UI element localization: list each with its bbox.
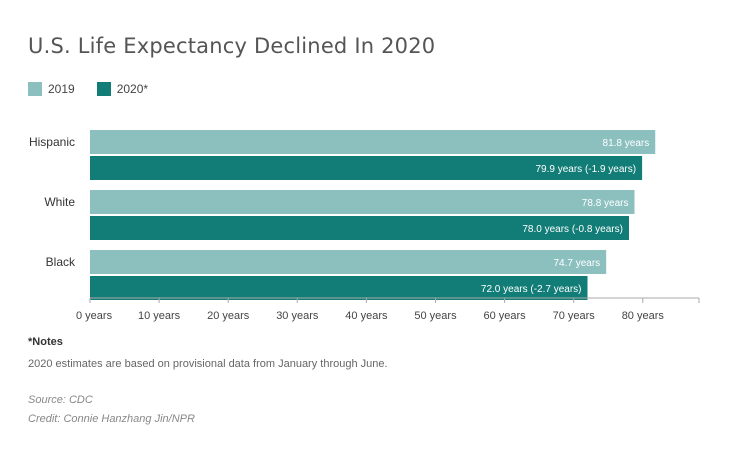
x-tick-label-80: 80 years: [622, 310, 665, 322]
legend-swatch-2020: [96, 82, 111, 96]
category-label-black: Black: [46, 255, 76, 269]
data-label-black-2019: 74.7 years: [553, 258, 600, 269]
notes-heading: *Notes: [28, 336, 63, 348]
legend-item-2020: 2020*: [96, 82, 149, 96]
notes-text: 2020 estimates are based on provisional …: [28, 358, 388, 370]
x-tick-label-10: 10 years: [138, 310, 181, 322]
data-label-hispanic-2020: 79.9 years (-1.9 years): [535, 164, 636, 175]
x-tick-label-20: 20 years: [207, 310, 250, 322]
legend-label-2019: 2019: [48, 82, 75, 96]
x-tick-label-50: 50 years: [414, 310, 457, 322]
bar-white-2020: [90, 216, 629, 240]
category-label-hispanic: Hispanic: [29, 135, 75, 149]
data-label-white-2020: 78.0 years (-0.8 years): [522, 224, 623, 235]
bar-hispanic-2020: [90, 156, 643, 180]
x-tick-label-70: 70 years: [553, 310, 596, 322]
credit-text: Credit: Connie Hanzhang Jin/NPR: [28, 413, 195, 425]
chart-title: U.S. Life Expectancy Declined In 2020: [28, 34, 436, 58]
source-text: Source: CDC: [28, 394, 93, 406]
chart-legend: 2019 2020*: [28, 82, 170, 96]
data-label-black-2020: 72.0 years (-2.7 years): [481, 284, 582, 295]
x-tick-label-40: 40 years: [345, 310, 388, 322]
bar-white-2019: [90, 190, 635, 214]
data-label-white-2019: 78.8 years: [582, 198, 629, 209]
x-tick-label-0: 0 years: [76, 310, 113, 322]
x-tick-label-30: 30 years: [276, 310, 319, 322]
data-label-hispanic-2019: 81.8 years: [603, 138, 650, 149]
legend-label-2020: 2020*: [116, 82, 149, 96]
bar-black-2019: [90, 250, 607, 274]
category-label-white: White: [44, 195, 75, 209]
legend-swatch-2019: [28, 82, 42, 96]
bar-chart: Hispanic 81.8 years 79.9 years (-1.9 years…: [29, 130, 700, 322]
x-tick-label-60: 60 years: [483, 310, 526, 322]
bar-black-2020: [90, 276, 588, 300]
legend-item-2019: 2019: [28, 82, 75, 96]
bar-hispanic-2019: [90, 130, 656, 154]
